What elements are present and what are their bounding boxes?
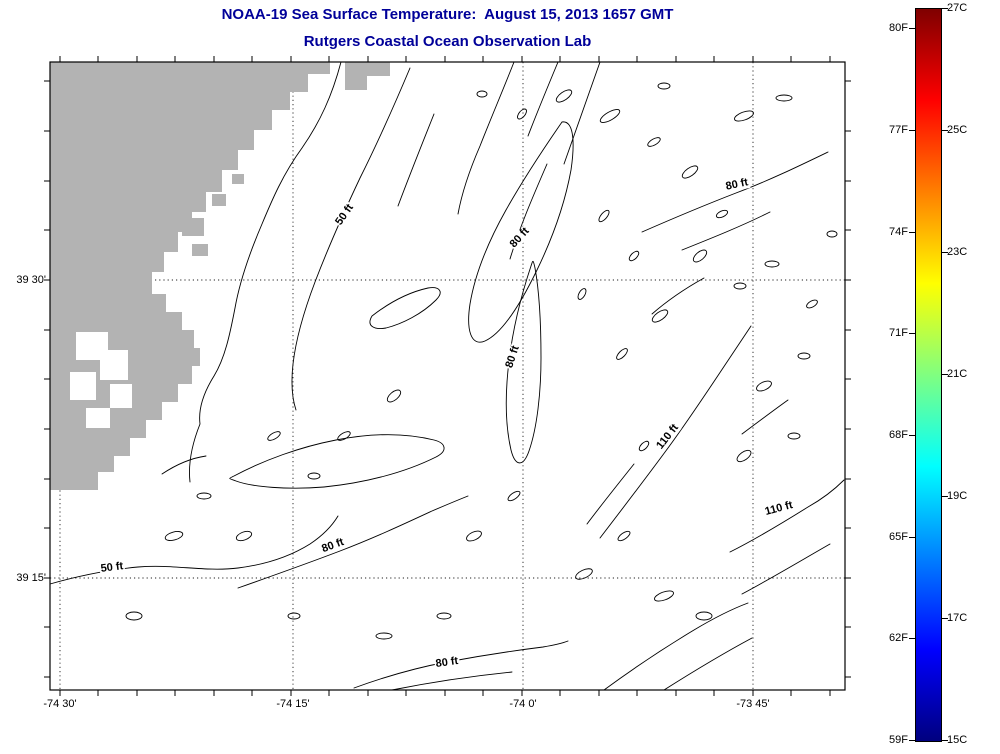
colorbar-tick-f bbox=[909, 435, 915, 436]
land-mass bbox=[50, 62, 330, 490]
colorbar-c-label-15: 15C bbox=[947, 734, 968, 746]
colorbar-tick-f bbox=[909, 638, 915, 639]
lon-label-7430: -74 30' bbox=[43, 698, 77, 710]
colorbar-tick-c bbox=[942, 740, 948, 741]
axis-ticks bbox=[44, 56, 851, 696]
map-canvas bbox=[44, 56, 851, 696]
colorbar-tick-f bbox=[909, 333, 915, 334]
colorbar-tick-f bbox=[909, 232, 915, 233]
lat-label-3930: 39 30' bbox=[16, 274, 46, 286]
colorbar-f-label-71: 71F bbox=[889, 327, 908, 339]
depth-contours bbox=[49, 61, 845, 691]
colorbar-tick-c bbox=[942, 130, 948, 131]
bay-water-cutouts bbox=[70, 332, 132, 428]
contour-blobs bbox=[125, 82, 838, 640]
page-subtitle: Rutgers Coastal Ocean Observation Lab bbox=[303, 33, 592, 50]
colorbar-gradient bbox=[915, 8, 942, 742]
colorbar-c-label-21: 21C bbox=[947, 368, 968, 380]
colorbar-f-label-77: 77F bbox=[889, 124, 908, 136]
land-mass-group bbox=[50, 62, 390, 490]
colorbar-tick-f bbox=[909, 740, 915, 741]
lon-label-7400: -74 0' bbox=[509, 698, 537, 710]
land-island bbox=[345, 62, 390, 90]
colorbar-f-label-59: 59F bbox=[889, 734, 908, 746]
colorbar-tick-c bbox=[942, 8, 948, 9]
lon-label-7345: -73 45' bbox=[736, 698, 770, 710]
map-plot: 50 ft 80 ft 80 ft 80 ft 110 ft 110 ft 80… bbox=[42, 54, 853, 698]
colorbar-tick-c bbox=[942, 374, 948, 375]
colorbar-tick-f bbox=[909, 28, 915, 29]
colorbar-tick-c bbox=[942, 496, 948, 497]
colorbar-f-label-80: 80F bbox=[889, 22, 908, 34]
colorbar-f-label-74: 74F bbox=[889, 226, 908, 238]
colorbar-f-label-62: 62F bbox=[889, 632, 908, 644]
colorbar-f-label-68: 68F bbox=[889, 429, 908, 441]
colorbar-c-label-17: 17C bbox=[947, 612, 968, 624]
colorbar-tick-f bbox=[909, 130, 915, 131]
colorbar-c-label-19: 19C bbox=[947, 490, 968, 502]
colorbar-tick-f bbox=[909, 537, 915, 538]
colorbar-tick-c bbox=[942, 618, 948, 619]
land-islands bbox=[92, 174, 244, 256]
colorbar-c-label-27: 27C bbox=[947, 2, 968, 14]
colorbar-c-label-25: 25C bbox=[947, 124, 968, 136]
lat-label-3915: 39 15' bbox=[16, 572, 46, 584]
lon-label-7415: -74 15' bbox=[276, 698, 310, 710]
map-border bbox=[49, 61, 846, 691]
colorbar-tick-c bbox=[942, 252, 948, 253]
colorbar-c-label-23: 23C bbox=[947, 246, 968, 258]
colorbar-f-label-65: 65F bbox=[889, 531, 908, 543]
page-title: NOAA-19 Sea Surface Temperature: August … bbox=[221, 6, 674, 23]
